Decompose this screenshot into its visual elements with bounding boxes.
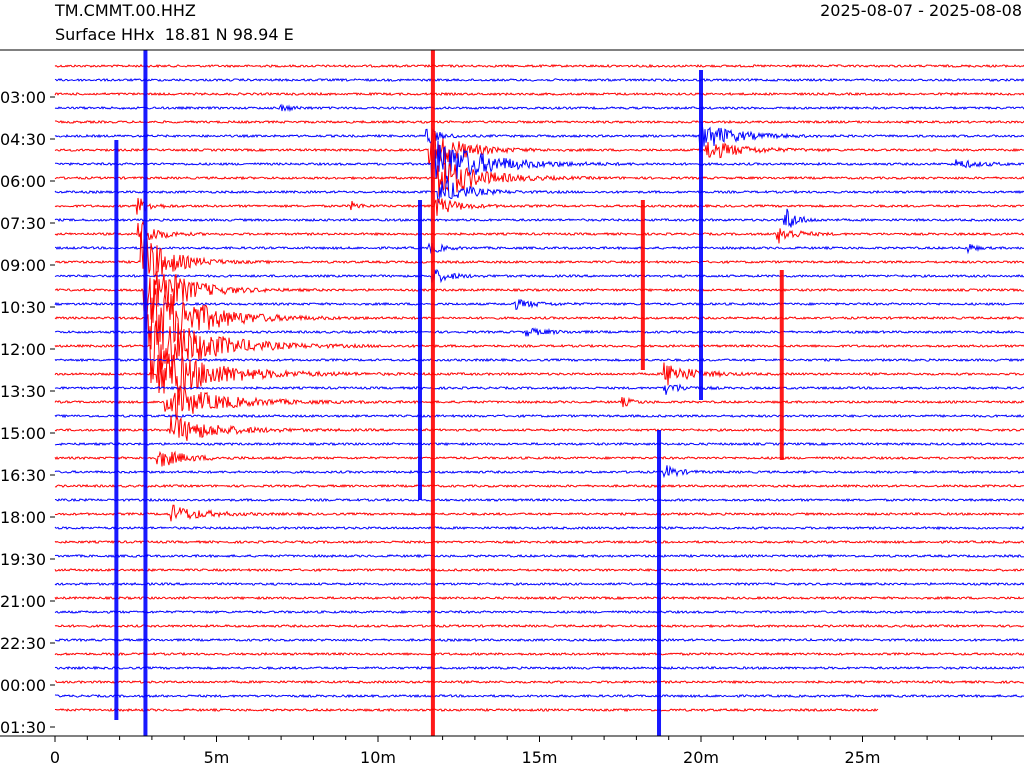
trace-line bbox=[55, 140, 1024, 194]
y-tick-label: 06:00 bbox=[0, 172, 46, 191]
traces bbox=[54, 50, 1024, 736]
trace-line bbox=[54, 595, 1024, 601]
trace-line bbox=[54, 220, 1024, 244]
trace-line bbox=[54, 525, 1024, 531]
trace-line bbox=[54, 385, 1024, 419]
trace-line bbox=[54, 121, 1024, 153]
event-spike bbox=[640, 200, 645, 370]
trace-line bbox=[54, 504, 1024, 522]
trace-line bbox=[54, 637, 1024, 643]
trace-line bbox=[54, 665, 1024, 671]
trace-line bbox=[54, 497, 1024, 503]
trace-line bbox=[54, 91, 1024, 97]
y-tick-label: 12:00 bbox=[0, 340, 46, 359]
y-tick-label: 19:30 bbox=[0, 550, 46, 569]
trace-line bbox=[54, 208, 1024, 228]
y-tick-label: 18:00 bbox=[0, 508, 46, 527]
y-tick-label: 07:30 bbox=[0, 214, 46, 233]
trace-line bbox=[54, 623, 1024, 629]
x-tick-label: 25m bbox=[845, 748, 881, 767]
trace-line bbox=[54, 279, 1024, 350]
trace-line bbox=[54, 383, 1024, 395]
event-spike bbox=[114, 140, 119, 720]
x-axis: 0 5m 10m 15m 20m 25m bbox=[50, 736, 993, 767]
trace-line bbox=[54, 581, 1024, 587]
trace-line bbox=[54, 413, 1024, 419]
date-range: 2025-08-07 - 2025-08-08 bbox=[820, 1, 1022, 20]
y-tick-label: 16:30 bbox=[0, 466, 46, 485]
event-spike bbox=[417, 200, 422, 500]
y-tick-label: 13:30 bbox=[0, 382, 46, 401]
trace-line bbox=[54, 103, 1024, 113]
trace-line bbox=[54, 119, 1024, 125]
trace-line bbox=[54, 539, 1024, 545]
y-tick-label: 10:30 bbox=[0, 298, 46, 317]
y-tick-label: 01:30 bbox=[0, 718, 46, 737]
trace-line bbox=[54, 353, 1024, 395]
y-tick-label: 00:00 bbox=[0, 676, 46, 695]
x-tick-label: 10m bbox=[360, 748, 396, 767]
trace-line bbox=[55, 231, 1024, 278]
trace-line bbox=[54, 609, 1024, 615]
trace-line bbox=[54, 553, 1024, 559]
y-tick-label: 15:00 bbox=[0, 424, 46, 443]
trace-line bbox=[54, 131, 1024, 174]
trace-line bbox=[54, 298, 1024, 311]
trace-line bbox=[54, 268, 1024, 284]
trace-line bbox=[54, 414, 1024, 442]
trace-line bbox=[54, 327, 1024, 337]
event-spike bbox=[699, 70, 703, 400]
trace-line bbox=[54, 162, 1024, 197]
channel-info: Surface HHx 18.81 N 98.94 E bbox=[55, 25, 294, 44]
trace-line bbox=[55, 707, 879, 713]
x-tick-label: 5m bbox=[204, 748, 230, 767]
trace-line bbox=[54, 693, 1024, 699]
event-spike bbox=[779, 270, 784, 460]
trace-line bbox=[54, 567, 1024, 573]
trace-line bbox=[55, 679, 1024, 685]
y-tick-label: 21:00 bbox=[0, 592, 46, 611]
station-title: TM.CMMT.00.HHZ bbox=[55, 1, 196, 20]
trace-line bbox=[54, 77, 1024, 83]
x-tick-label: 0 bbox=[50, 748, 60, 767]
trace-line bbox=[54, 651, 1024, 657]
trace-line bbox=[54, 357, 1024, 363]
trace-line bbox=[55, 242, 1024, 255]
x-tick-label: 20m bbox=[683, 748, 719, 767]
y-axis: 03:00 04:30 06:00 07:30 09:00 10:30 12:00 13:30… bbox=[0, 88, 55, 737]
event-spike bbox=[657, 430, 662, 736]
y-tick-label: 09:00 bbox=[0, 256, 46, 275]
trace-line bbox=[54, 179, 1024, 205]
x-tick-label: 15m bbox=[522, 748, 558, 767]
y-tick-label: 22:30 bbox=[0, 634, 46, 653]
trace-line bbox=[54, 450, 1024, 467]
y-tick-label: 03:00 bbox=[0, 88, 46, 107]
trace-line bbox=[54, 483, 1024, 489]
y-tick-label: 04:30 bbox=[0, 130, 46, 149]
trace-line bbox=[54, 441, 1024, 447]
trace-line bbox=[54, 271, 1024, 330]
trace-line bbox=[54, 320, 1024, 384]
event-spike bbox=[430, 50, 435, 736]
trace-line bbox=[54, 197, 1024, 216]
trace-line bbox=[54, 63, 1024, 69]
event-spike bbox=[143, 50, 148, 736]
trace-line bbox=[54, 465, 1024, 479]
